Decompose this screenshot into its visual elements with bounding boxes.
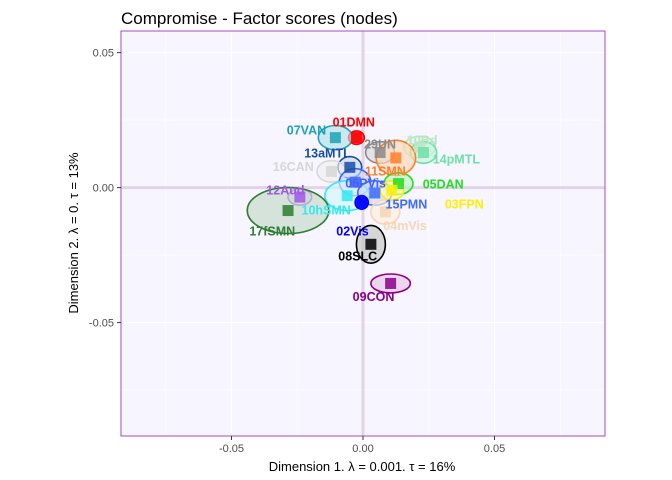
x-tick-label: -0.05 [219, 443, 244, 455]
label-03fpn: 03FPN [445, 198, 484, 212]
marker-07van [329, 132, 341, 144]
marker-13amtl [344, 161, 356, 173]
marker-16can [325, 165, 337, 177]
marker-15pmn [369, 187, 381, 199]
y-tick-label: 0.05 [93, 48, 114, 60]
marker-04mvis [379, 206, 391, 218]
x-tick-label: 0.05 [484, 443, 505, 455]
marker-05dan [393, 178, 405, 190]
label-06pvis: 06PVis [345, 177, 386, 191]
point-markers [282, 132, 429, 289]
y-axis-label: Dimension 2. λ = 0. τ = 13% [66, 152, 81, 314]
marker-09con [385, 277, 397, 289]
label-09con: 09CON [353, 290, 395, 304]
marker-11smn [390, 152, 402, 164]
y-axis-ticks: -0.05 0.00 0.05 [89, 48, 121, 330]
label-05dan: 05DAN [423, 177, 464, 191]
label-02vis: 02Vis [336, 225, 368, 239]
x-axis-label: Dimension 1. λ = 0.001. τ = 16% [269, 459, 456, 474]
marker-17fsmn [282, 205, 294, 217]
label-12aud: 12Aud [266, 183, 304, 197]
label-04mvis: 04mVis [383, 219, 427, 233]
marker-08slc [365, 238, 377, 250]
label-10hsmn: 10hSMN [302, 204, 351, 218]
marker-12aud [294, 191, 306, 203]
label-14pmtl: 14pMTL [433, 153, 481, 167]
y-tick-label: 0.00 [93, 183, 114, 195]
label-01dmn: 01DMN [333, 115, 375, 129]
label-17fsmn: 17fSMN [249, 225, 295, 239]
point-labels: 01DMN 07VAN 13aMTL 29UN 10Bd 14pMTL 16CAN 11SMN… [249, 115, 483, 304]
marker-06pvis [349, 176, 361, 188]
x-tick-label: 0.00 [352, 443, 373, 455]
y-tick-label: -0.05 [89, 318, 114, 330]
marker-02vis [356, 196, 368, 208]
label-13amtl: 13aMTL [304, 146, 351, 160]
label-29un: 29UN [364, 137, 396, 151]
label-08slc: 08SLC [338, 249, 377, 263]
label-10bd: 10Bd [407, 133, 438, 147]
label-07van: 07VAN [287, 123, 326, 137]
marker-03fpn [386, 184, 398, 196]
x-axis-ticks: -0.05 0.00 0.05 [219, 436, 505, 455]
marker-10hsmn [341, 190, 353, 202]
marker-01dmn [350, 132, 362, 144]
label-16can: 16CAN [273, 160, 314, 174]
marker-29un [374, 147, 386, 158]
chart-title: Compromise - Factor scores (nodes) [121, 9, 398, 28]
label-11smn: 11SMN [365, 164, 406, 178]
label-15pmn: 15PMN [386, 198, 428, 212]
marker-14pmtl [418, 147, 429, 158]
